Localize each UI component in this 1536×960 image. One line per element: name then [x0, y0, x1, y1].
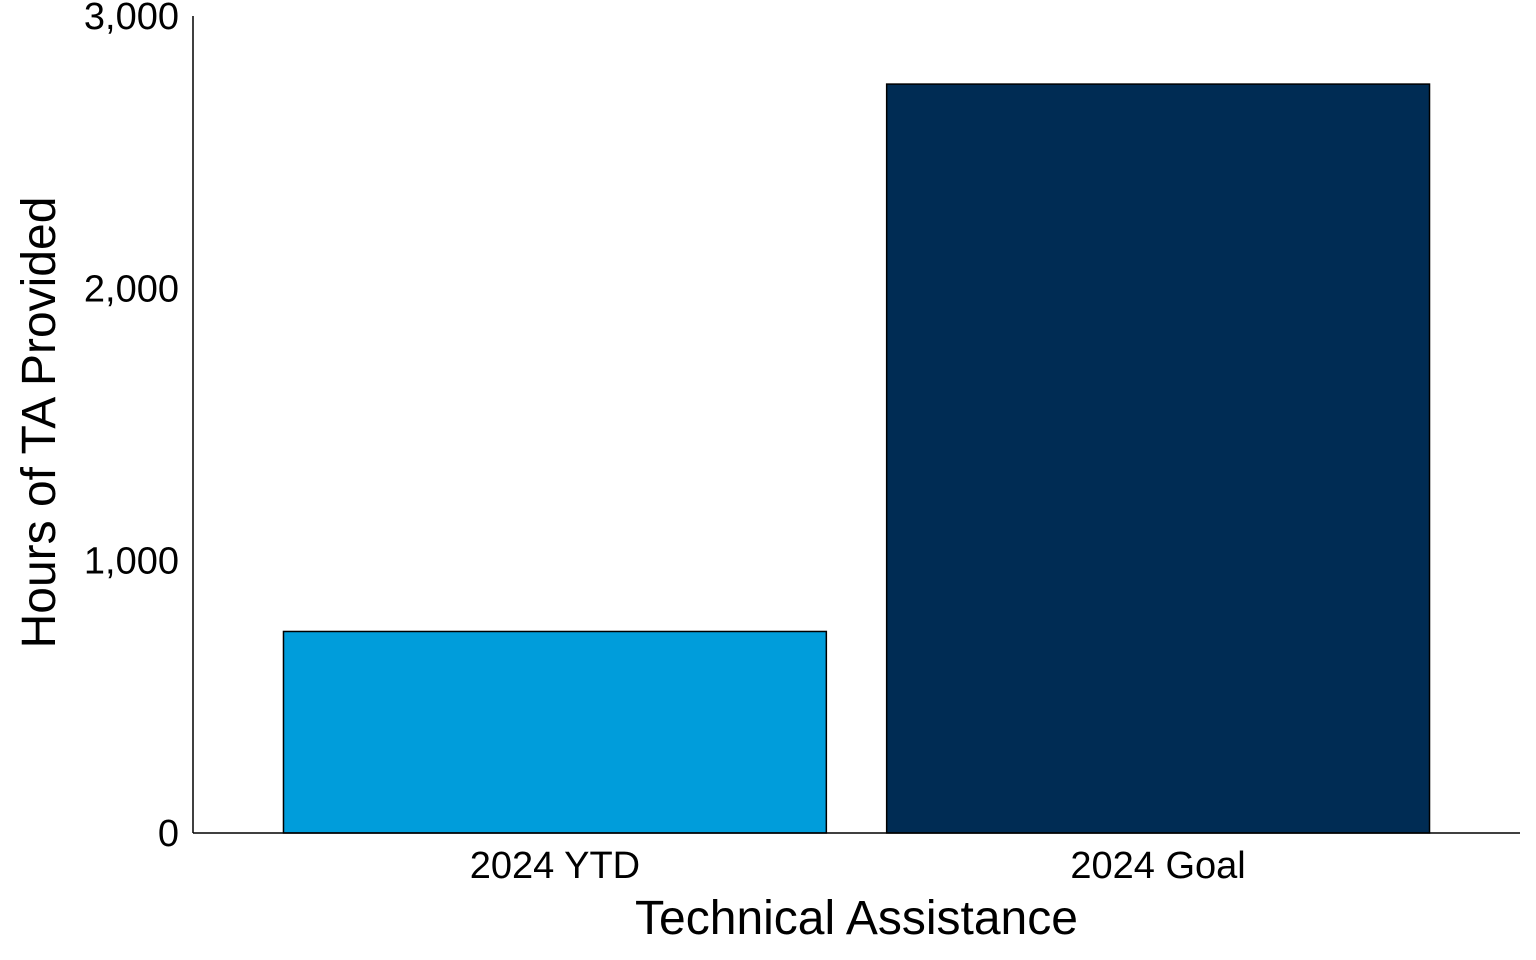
x-axis-title: Technical Assistance: [635, 892, 1078, 945]
bar-2024-goal: [885, 83, 1431, 834]
x-tick-label: 2024 YTD: [470, 845, 640, 887]
y-tick-label: 1,000: [84, 541, 179, 583]
bars-group: [282, 83, 1431, 834]
y-tick-label: 2,000: [84, 268, 179, 310]
y-axis-title: Hours of TA Provided: [13, 197, 66, 649]
x-axis-ticks: 2024 YTD 2024 Goal: [470, 845, 1246, 887]
y-axis-ticks: 0 1,000 2,000 3,000: [84, 0, 179, 855]
y-tick-label: 3,000: [84, 0, 179, 38]
bar-2024-ytd: [282, 630, 828, 834]
x-tick-label: 2024 Goal: [1070, 845, 1245, 887]
y-tick-label: 0: [158, 813, 179, 855]
